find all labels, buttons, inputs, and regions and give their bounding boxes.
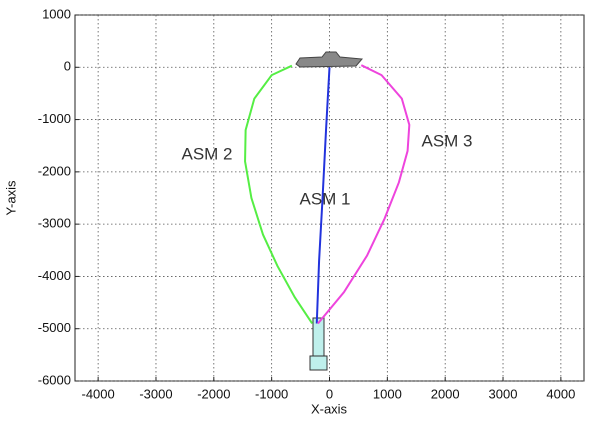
y-tick-label: -6000 bbox=[38, 372, 71, 387]
series-annotation: ASM 3 bbox=[421, 131, 472, 150]
series-annotation: ASM 2 bbox=[181, 144, 232, 163]
x-tick-label: 0 bbox=[326, 386, 333, 401]
x-axis-label: X-axis bbox=[311, 401, 348, 416]
x-tick-label: 1000 bbox=[373, 386, 402, 401]
x-tick-label: 3000 bbox=[489, 386, 518, 401]
y-tick-label: -5000 bbox=[38, 320, 71, 335]
trajectory bbox=[315, 67, 331, 324]
x-tick-label: 2000 bbox=[431, 386, 460, 401]
x-tick-label: -4000 bbox=[82, 386, 115, 401]
y-tick-label: -4000 bbox=[38, 268, 71, 283]
x-tick-label: -2000 bbox=[197, 386, 230, 401]
series-annotation: ASM 1 bbox=[299, 189, 350, 208]
x-tick-label: -3000 bbox=[139, 386, 172, 401]
y-axis-label: Y-axis bbox=[3, 180, 18, 215]
ship bbox=[295, 51, 364, 68]
trajectory bbox=[244, 64, 313, 325]
y-tick-label: -3000 bbox=[38, 216, 71, 231]
x-tick-label: 4000 bbox=[546, 386, 575, 401]
y-tick-label: -2000 bbox=[38, 163, 71, 178]
y-tick-label: -1000 bbox=[38, 111, 71, 126]
trajectory bbox=[317, 64, 411, 325]
y-tick-label: 0 bbox=[64, 59, 71, 74]
launcher-base bbox=[309, 355, 328, 371]
y-tick-label: 1000 bbox=[42, 6, 71, 21]
x-tick-label: -1000 bbox=[255, 386, 288, 401]
